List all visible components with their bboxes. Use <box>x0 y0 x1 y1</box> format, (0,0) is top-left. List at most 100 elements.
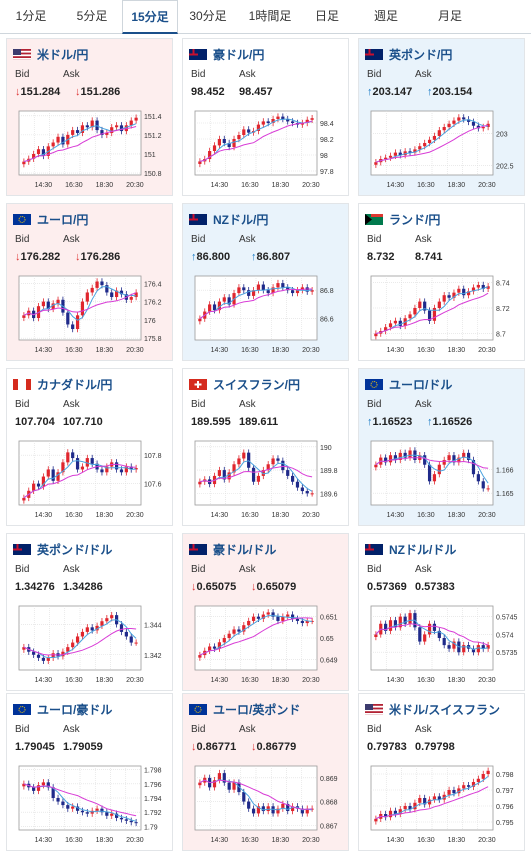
bid-price: 203.147 <box>372 86 413 98</box>
candle-body <box>198 318 202 322</box>
tab-4[interactable]: 1時間足 <box>248 9 292 23</box>
candle-body <box>398 809 402 814</box>
price-chart[interactable]: 203 202.5 14:30 16:30 18:30 20:30 <box>363 105 521 193</box>
currency-pair-link[interactable]: ユーロ/円 <box>37 212 89 227</box>
rate-card[interactable]: NZドル/ドル Bid Ask 0.57369 0.57383 0.5745 0.574 0.… <box>358 533 525 691</box>
rate-card-header: ユーロ/英ポンド <box>189 700 300 718</box>
rate-card[interactable]: ユーロ/英ポンド Bid Ask ↓0.86771 ↓0.86779 0.869 0.868… <box>182 693 349 851</box>
price-chart[interactable]: 0.798 0.797 0.796 0.795 14:30 16:30 18:30 20:30 <box>363 760 521 848</box>
rate-card[interactable]: ユーロ/ドル Bid Ask ↑1.16523 ↑1.16526 1.166 1.165 14… <box>358 368 525 526</box>
tab-5[interactable]: 日足 <box>314 9 339 23</box>
candle-body <box>71 324 75 330</box>
rate-card[interactable]: 英ポンド/円 Bid Ask ↑203.147 ↑203.154 203 202.5 14:3… <box>358 38 525 196</box>
candle-body <box>208 646 212 651</box>
currency-pair-link[interactable]: 米ドル/スイスフラン <box>389 702 500 717</box>
x-tick-label: 18:30 <box>96 512 114 519</box>
candle-body <box>310 493 314 495</box>
candle-body <box>432 308 437 321</box>
price-chart[interactable]: 151.4 151.2 151 150.8 14:30 16:30 18:30 20:30 <box>11 105 169 193</box>
currency-pair-link[interactable]: ユーロ/ドル <box>389 377 453 392</box>
candle-body <box>256 616 261 619</box>
candle-body <box>124 819 128 821</box>
y-tick-label: 0.795 <box>496 820 514 827</box>
currency-pair-link[interactable]: 英ポンド/ドル <box>37 542 113 557</box>
candle-body <box>36 149 41 154</box>
candle-body <box>266 290 270 294</box>
candle-body <box>51 787 55 798</box>
candle-body <box>467 119 471 122</box>
candle-body <box>437 464 441 475</box>
rate-card[interactable]: NZドル/円 Bid Ask ↑86.800 ↑86.807 86.8 86.6 14:30 1… <box>182 203 349 361</box>
rate-card[interactable]: 豪ドル/円 Bid Ask 98.452 98.457 98.4 98.2 98 97.8 14:… <box>182 38 349 196</box>
price-chart[interactable]: 190 189.8 189.6 14:30 16:30 18:30 20:30 <box>187 435 345 523</box>
candle-body <box>198 481 202 485</box>
rate-card[interactable]: ユーロ/円 Bid Ask ↓176.282 ↓176.286 176.4 176.2 176… <box>6 203 173 361</box>
y-tick-label: 1.342 <box>144 653 162 660</box>
price-chart[interactable]: 1.344 1.342 14:30 16:30 18:30 20:30 <box>11 600 169 688</box>
price-chart[interactable]: 176.4 176.2 176 175.8 14:30 16:30 18:30 20:30 <box>11 270 169 358</box>
currency-pair-link[interactable]: ランド/円 <box>389 212 441 227</box>
price-chart[interactable]: 86.8 86.6 14:30 16:30 18:30 20:30 <box>187 270 345 358</box>
candle-body <box>384 457 388 463</box>
bid-label: Bid <box>367 69 382 80</box>
rate-card[interactable]: 米ドル/円 Bid Ask ↓151.284 ↓151.286 151.4 151.2 151… <box>6 38 173 196</box>
tab-0[interactable]: 1分足 <box>15 9 47 23</box>
candle-body <box>261 284 265 291</box>
candle-body <box>75 458 80 470</box>
price-chart[interactable]: 8.74 8.72 8.7 14:30 16:30 18:30 20:30 <box>363 270 521 358</box>
candle-body <box>408 450 412 458</box>
rate-card[interactable]: カナダドル/円 Bid Ask 107.704 107.710 107.8 107.6 14:… <box>6 368 173 526</box>
candle-body <box>471 648 476 653</box>
rate-card[interactable]: ユーロ/豪ドル Bid Ask 1.79045 1.79059 1.798 1.796 1.7… <box>6 693 173 851</box>
ask-price: 107.710 <box>63 416 103 428</box>
candle-body <box>291 614 295 619</box>
moving-average-fast <box>199 118 313 162</box>
x-tick-label: 14:30 <box>387 347 405 354</box>
rate-card[interactable]: ランド/円 Bid Ask 8.732 8.741 8.74 8.72 8.7 14:30 16:… <box>358 203 525 361</box>
candle-body <box>384 623 388 631</box>
au-jp-flag-icon <box>189 48 207 60</box>
tab-1[interactable]: 5分足 <box>76 9 108 23</box>
candle-body <box>32 787 36 791</box>
candle-body <box>247 452 251 468</box>
rate-card[interactable]: 英ポンド/ドル Bid Ask 1.34276 1.34286 1.344 1.342 14:… <box>6 533 173 691</box>
rate-card-header: スイスフラン/円 <box>189 375 300 393</box>
currency-pair-link[interactable]: 豪ドル/ドル <box>213 542 277 557</box>
candle-body <box>374 333 378 337</box>
currency-pair-link[interactable]: ユーロ/豪ドル <box>37 702 113 717</box>
price-chart[interactable]: 1.798 1.796 1.794 1.792 1.79 14:30 16:30 18:30 2… <box>11 760 169 848</box>
price-chart[interactable]: 0.651 0.65 0.649 14:30 16:30 18:30 20:30 <box>187 600 345 688</box>
candle-body <box>232 782 236 790</box>
currency-pair-link[interactable]: NZドル/円 <box>213 212 269 227</box>
candle-body <box>261 806 265 812</box>
candle-body <box>300 808 304 814</box>
candle-body <box>418 627 422 642</box>
currency-pair-link[interactable]: NZドル/ドル <box>389 542 457 557</box>
currency-pair-link[interactable]: 英ポンド/円 <box>389 47 453 62</box>
arrow-down-icon: ↓ <box>251 581 257 593</box>
rate-card-header: ユーロ/円 <box>13 210 88 228</box>
tab-6[interactable]: 週足 <box>373 9 398 23</box>
moving-average-slow <box>375 292 489 335</box>
price-chart[interactable]: 98.4 98.2 98 97.8 14:30 16:30 18:30 20:30 <box>187 105 345 193</box>
rate-card[interactable]: スイスフラン/円 Bid Ask 189.595 189.611 190 189.8 189.… <box>182 368 349 526</box>
rate-card[interactable]: 米ドル/スイスフラン Bid Ask 0.79783 0.79798 0.798 0.797… <box>358 693 525 851</box>
currency-pair-link[interactable]: スイスフラン/円 <box>213 377 300 392</box>
currency-pair-link[interactable]: ユーロ/英ポンド <box>213 702 301 717</box>
candle-body <box>90 458 94 464</box>
tab-2[interactable]: 15分足 <box>122 0 178 34</box>
tab-7[interactable]: 月足 <box>437 9 462 23</box>
currency-pair-link[interactable]: 米ドル/円 <box>37 47 89 62</box>
price-chart[interactable]: 0.869 0.868 0.867 14:30 16:30 18:30 20:30 <box>187 760 345 848</box>
candle-body <box>66 647 70 652</box>
candle-body <box>217 470 221 476</box>
rate-card[interactable]: 豪ドル/ドル Bid Ask ↓0.65075 ↓0.65079 0.651 0.65 0.6… <box>182 533 349 691</box>
bid-label: Bid <box>367 724 382 735</box>
rate-card-header: カナダドル/円 <box>13 375 112 393</box>
currency-pair-link[interactable]: カナダドル/円 <box>37 377 113 392</box>
tab-3[interactable]: 30分足 <box>189 9 227 23</box>
price-chart[interactable]: 1.166 1.165 14:30 16:30 18:30 20:30 <box>363 435 521 523</box>
currency-pair-link[interactable]: 豪ドル/円 <box>213 47 265 62</box>
price-chart[interactable]: 0.5745 0.574 0.5735 14:30 16:30 18:30 20:30 <box>363 600 521 688</box>
price-chart[interactable]: 107.8 107.6 14:30 16:30 18:30 20:30 <box>11 435 169 523</box>
